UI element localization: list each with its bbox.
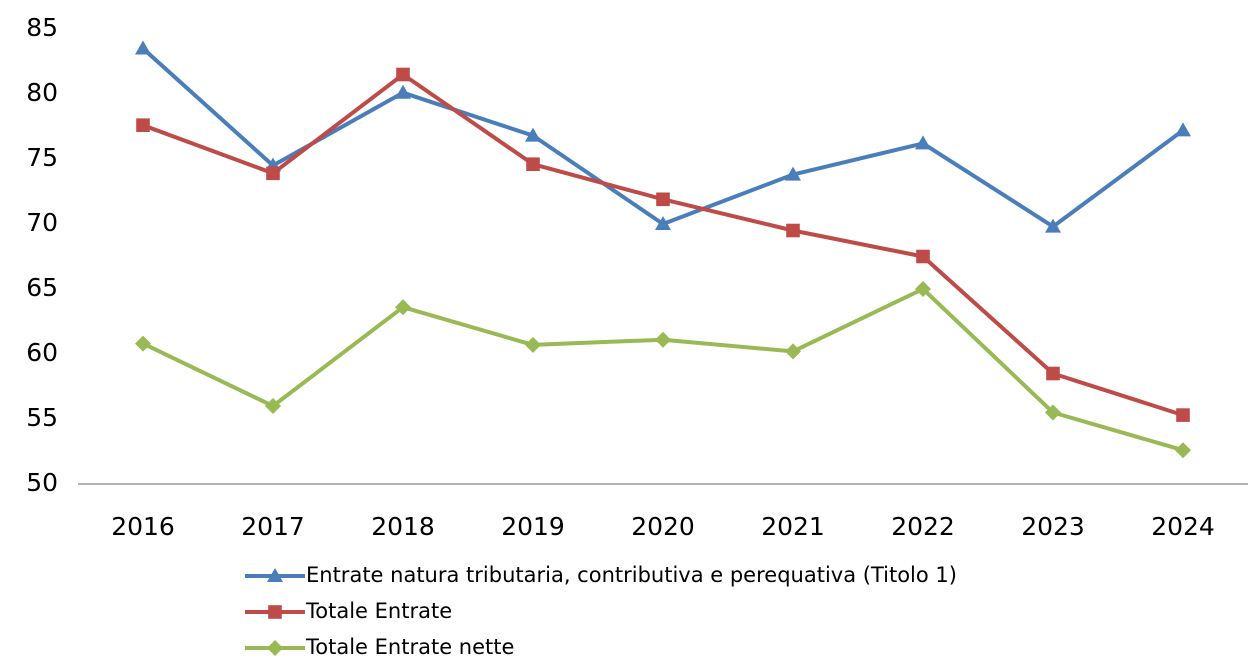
marker — [1175, 122, 1191, 137]
marker — [915, 281, 931, 297]
series-line — [142, 72, 1184, 418]
x-tick-label: 2021 — [761, 512, 825, 541]
y-tick-label: 75 — [26, 143, 58, 172]
legend-label: Entrate natura tributaria, contributiva … — [306, 563, 957, 587]
x-tick-label: 2024 — [1151, 512, 1215, 541]
y-tick-label: 70 — [26, 208, 58, 237]
marker — [655, 331, 671, 348]
marker — [525, 336, 541, 353]
x-tick-label: 2019 — [501, 512, 565, 541]
x-tick-label: 2022 — [891, 512, 955, 541]
marker — [135, 335, 151, 352]
x-tick-label: 2023 — [1021, 512, 1085, 541]
marker — [266, 166, 280, 181]
marker — [265, 398, 281, 414]
marker — [525, 127, 541, 142]
series-line — [142, 287, 1184, 453]
marker — [916, 249, 930, 264]
marker — [915, 135, 931, 150]
marker — [656, 192, 670, 207]
y-tick-label: 55 — [26, 403, 58, 432]
marker — [655, 216, 671, 230]
y-tick-label: 65 — [26, 273, 58, 302]
y-tick-label: 60 — [26, 338, 58, 367]
marker — [1045, 218, 1061, 233]
marker — [1045, 404, 1061, 421]
y-tick-label: 80 — [26, 78, 58, 107]
marker — [395, 299, 411, 316]
legend-label: Totale Entrate nette — [305, 635, 514, 659]
legend-label: Totale Entrate — [305, 599, 452, 623]
marker — [1046, 366, 1060, 381]
x-tick-label: 2016 — [111, 512, 175, 541]
marker — [135, 40, 151, 55]
marker — [396, 67, 410, 82]
x-tick-label: 2020 — [631, 512, 695, 541]
marker — [785, 166, 801, 181]
x-tick-label: 2017 — [241, 512, 305, 541]
x-tick-label: 2018 — [371, 512, 435, 541]
y-tick-label: 85 — [26, 13, 58, 42]
marker — [267, 640, 283, 656]
marker — [1175, 442, 1191, 459]
marker — [786, 223, 800, 238]
marker — [267, 568, 283, 582]
marker — [268, 605, 282, 619]
marker — [136, 118, 150, 132]
marker — [785, 343, 801, 360]
marker — [395, 84, 411, 99]
marker — [1176, 408, 1190, 422]
marker — [526, 157, 540, 171]
y-tick-label: 50 — [26, 468, 58, 497]
